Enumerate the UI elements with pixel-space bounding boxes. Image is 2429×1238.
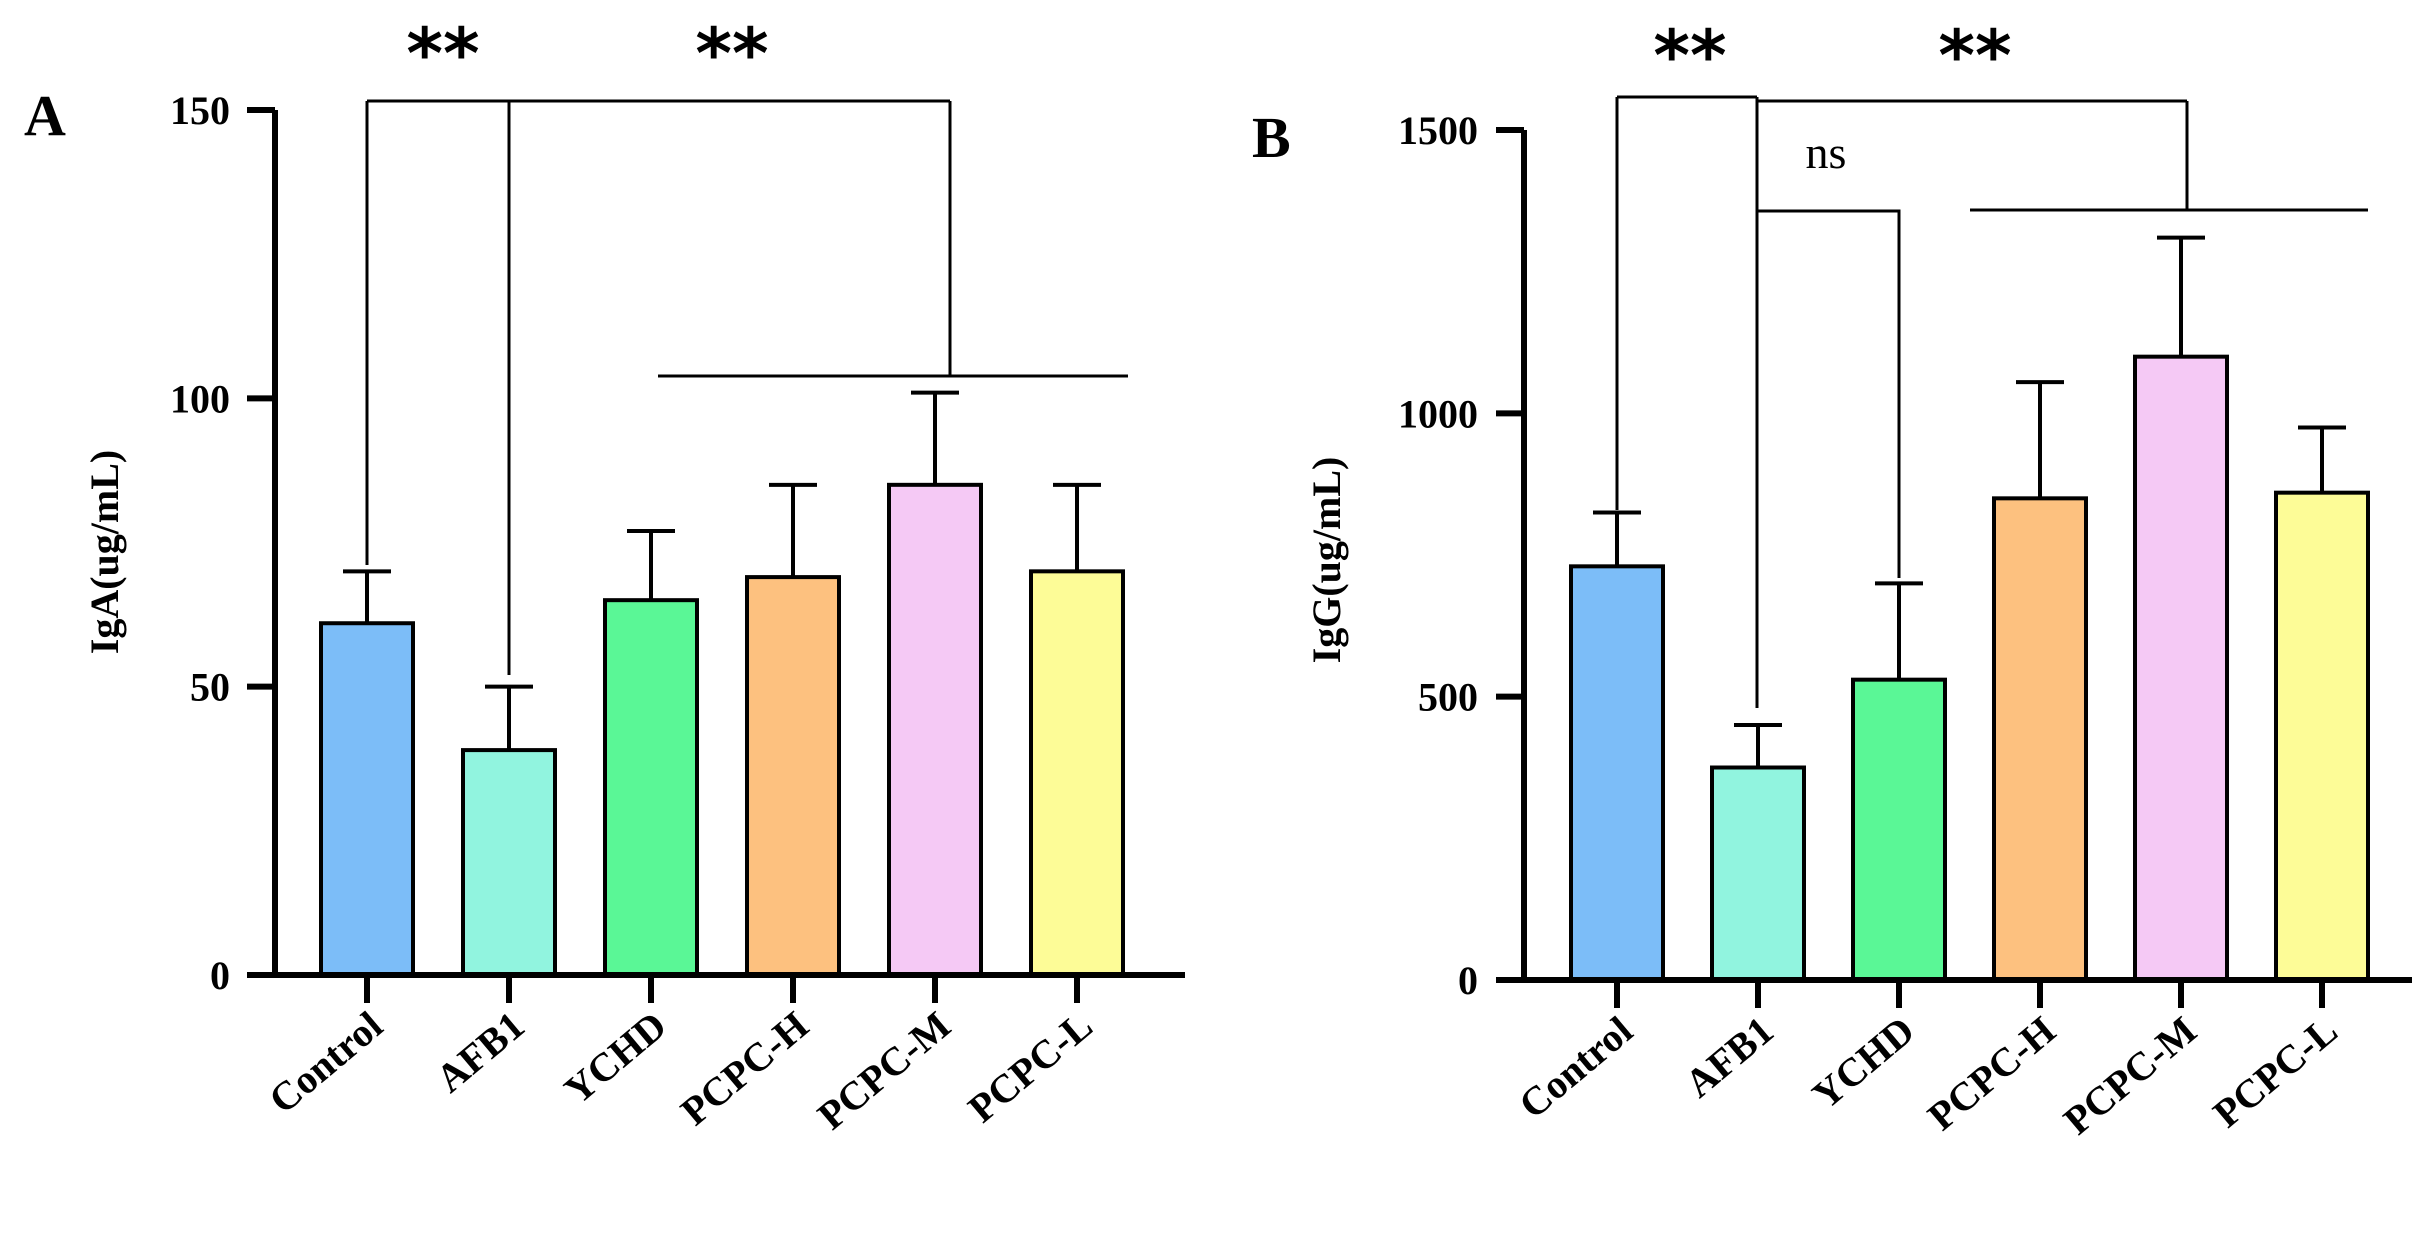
panel-a-bar-pcpc-l [1029,569,1125,977]
panel-b-sig-label-2: ns [1806,127,1847,178]
panel-b-bar-pcpc-l [2274,490,2370,982]
panel-b-x-label-control: Control [1510,1007,1641,1127]
panel-b-bar-pcpc-m [2133,354,2229,982]
panel-a-bar-control [319,621,415,977]
panel-a-y-tick-label: 100 [170,376,230,421]
panel-b-x-label-pcpc-h: PCPC-H [1919,1007,2064,1139]
panel-b-x-label-afb1: AFB1 [1676,1007,1782,1106]
panel-a-x-label-ychd: YCHD [556,1002,675,1112]
panel-b: B IgG(ug/mL) 0 500 1000 1500 Control AFB1 YCHD… [1252,15,2412,1143]
panel-a-label: A [24,83,66,148]
panel-b-y-tick-label: 1500 [1398,108,1478,153]
panel-b-label: B [1252,105,1291,170]
panel-a-bar-afb1 [461,748,557,977]
panel-b-sig-label-1: ** [1653,15,1726,97]
panel-b-x-label-pcpc-m: PCPC-M [2055,1007,2205,1143]
panel-b-axes [1521,130,2412,983]
panel-b-sig-label-3: ** [1938,15,2011,97]
panel-a-y-axis-title: IgA(ug/mL) [82,450,127,654]
panel-a-y-tick-label: 50 [190,665,230,710]
panel-a-bar-ychd [603,598,699,978]
panel-b-bar-afb1 [1710,765,1806,982]
panel-a-x-label-pcpc-l: PCPC-L [960,1002,1101,1131]
panel-b-y-tick-label: 1000 [1398,391,1478,436]
panel-a-bar-pcpc-m [887,482,983,977]
panel-b-y-tick-label: 0 [1458,958,1478,1003]
panel-b-x-label-ychd: YCHD [1804,1007,1923,1117]
panel-b-sig-bracket-ns [1757,209,1901,578]
panel-a-y-tick-label: 150 [170,88,230,133]
panel-a-x-label-control: Control [260,1002,391,1122]
panel-a-sig-label-2: ** [695,13,768,95]
panel-a-sig-label-1: ** [406,13,479,95]
panel-b-y-axis-title: IgG(ug/mL) [1304,457,1349,664]
panel-b-x-label-pcpc-l: PCPC-L [2205,1007,2346,1136]
panel-b-y-tick-label: 500 [1418,675,1478,720]
panel-a-axes [272,110,1185,978]
panel-a-y-tick-label: 0 [210,953,230,998]
panel-b-bar-pcpc-h [1992,496,2088,982]
panel-a-x-label-pcpc-h: PCPC-H [672,1002,817,1134]
panel-a-x-label-pcpc-m: PCPC-M [809,1002,959,1138]
panel-b-bar-control [1569,564,1665,982]
panel-a-x-label-afb1: AFB1 [427,1002,533,1101]
panel-b-bar-ychd [1851,677,1947,983]
panel-a-bar-pcpc-h [745,575,841,977]
